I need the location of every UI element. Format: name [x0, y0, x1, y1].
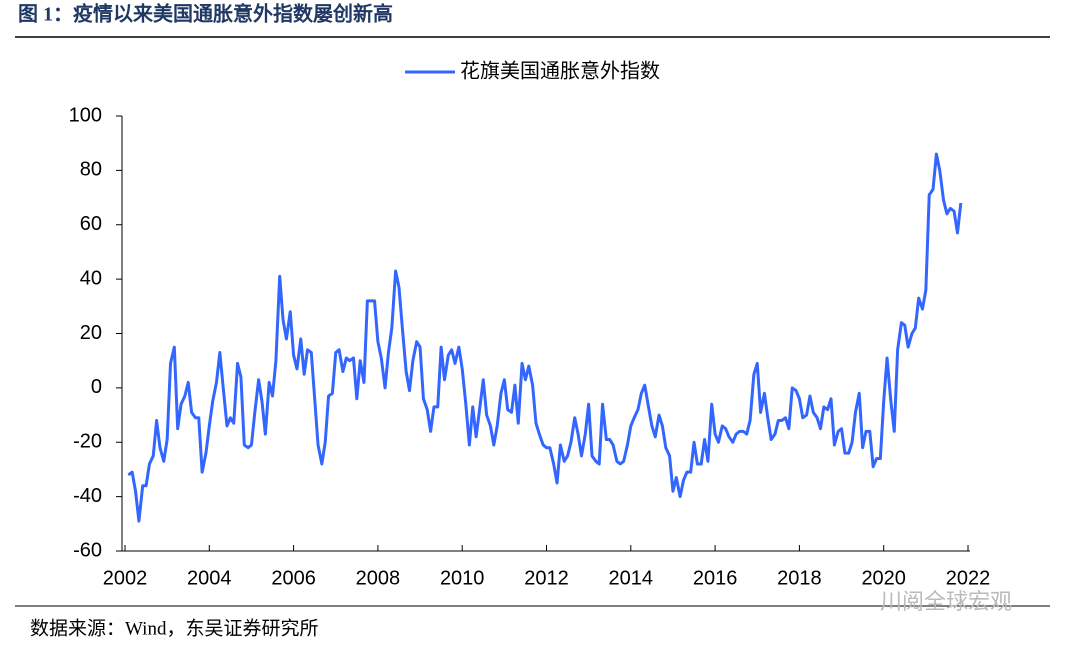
- y-tick-label: -20: [73, 431, 102, 453]
- y-tick-label: -60: [73, 539, 102, 561]
- y-tick-label: -40: [73, 485, 102, 507]
- x-tick-label: 2014: [609, 567, 654, 589]
- line-series: [127, 152, 963, 523]
- x-tick-label: 2018: [777, 567, 822, 589]
- x-tick-label: 2022: [946, 567, 991, 589]
- y-tick-label: 80: [80, 159, 102, 181]
- source-note: 数据来源：Wind，东吴证券研究所: [30, 617, 318, 639]
- legend-label: 花旗美国通胀意外指数: [460, 59, 660, 82]
- x-tick-label: 2012: [524, 567, 569, 589]
- x-tick-label: 2010: [440, 567, 485, 589]
- x-tick-label: 2016: [693, 567, 738, 589]
- y-tick-label: 40: [80, 267, 102, 289]
- figure-title: 图 1：疫情以来美国通胀意外指数屡创新高: [18, 2, 393, 26]
- y-tick-label: 60: [80, 213, 102, 235]
- x-tick-label: 2020: [861, 567, 906, 589]
- y-tick-label: 0: [91, 376, 102, 398]
- x-tick-label: 2008: [356, 567, 401, 589]
- watermark: 川阅全球宏观: [880, 589, 1012, 614]
- y-tick-label: 100: [69, 104, 102, 126]
- x-tick-label: 2006: [271, 567, 316, 589]
- x-tick-label: 2004: [187, 567, 232, 589]
- x-tick-label: 2002: [103, 567, 148, 589]
- y-tick-label: 20: [80, 322, 102, 344]
